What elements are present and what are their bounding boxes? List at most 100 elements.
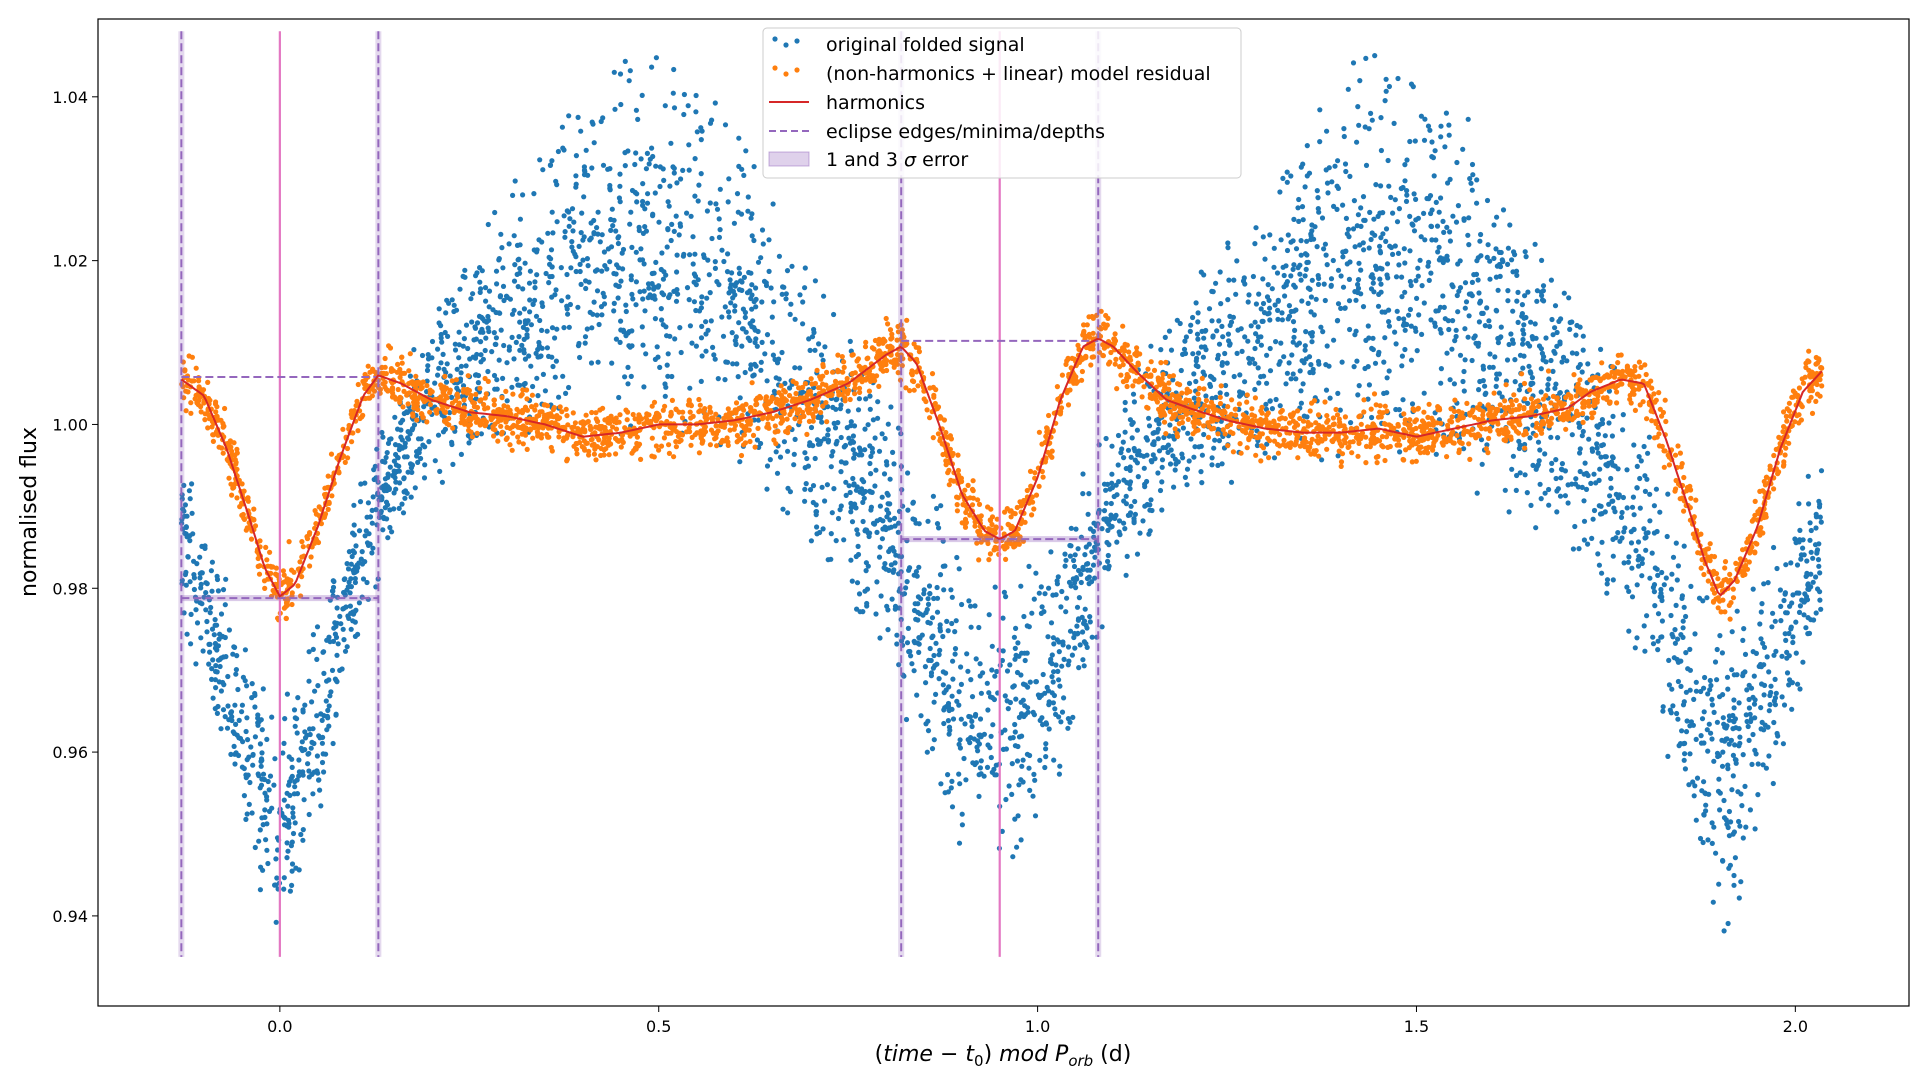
original-point	[867, 460, 873, 467]
original-point	[289, 861, 296, 867]
original-point	[1005, 706, 1011, 712]
original-point	[1674, 710, 1680, 717]
original-point	[1641, 443, 1647, 450]
original-point	[573, 153, 580, 159]
original-point	[1724, 736, 1730, 742]
original-point	[923, 609, 929, 616]
original-point	[1304, 143, 1310, 149]
original-point	[1310, 370, 1316, 376]
original-point	[284, 840, 290, 846]
original-point	[1043, 746, 1049, 752]
original-point	[1070, 714, 1076, 721]
original-point	[1681, 604, 1687, 610]
original-point	[474, 270, 480, 276]
original-point	[1379, 309, 1385, 315]
original-point	[1147, 502, 1153, 508]
original-point	[1069, 652, 1075, 658]
original-point	[1708, 730, 1714, 736]
original-point	[972, 713, 979, 719]
original-point	[1198, 443, 1204, 449]
original-point	[1067, 553, 1073, 559]
original-point	[1654, 528, 1660, 535]
original-point	[1130, 420, 1136, 426]
original-point	[850, 433, 857, 439]
original-point	[717, 227, 723, 233]
original-point	[1031, 712, 1037, 718]
original-point	[1190, 314, 1196, 321]
original-point	[186, 488, 192, 494]
original-point	[233, 721, 239, 728]
original-point	[300, 827, 306, 833]
original-point	[1581, 537, 1587, 543]
original-point	[546, 353, 552, 359]
original-point	[759, 299, 765, 305]
residual-point	[1145, 405, 1151, 411]
original-point	[929, 746, 936, 752]
original-point	[936, 525, 942, 531]
original-point	[257, 887, 263, 893]
original-point	[695, 198, 701, 204]
original-point	[1402, 260, 1408, 266]
original-point	[745, 208, 751, 214]
original-point	[1784, 670, 1791, 676]
original-point	[1192, 444, 1198, 450]
original-point	[315, 683, 321, 689]
original-point	[1400, 184, 1406, 191]
original-point	[548, 247, 555, 253]
original-point	[684, 210, 690, 216]
original-point	[620, 266, 626, 272]
original-point	[1220, 370, 1227, 376]
original-point	[1509, 337, 1516, 343]
residual-point	[477, 385, 483, 391]
original-point	[930, 493, 937, 499]
original-point	[1340, 254, 1346, 260]
original-point	[807, 487, 814, 493]
original-point	[1693, 817, 1699, 823]
original-point	[652, 190, 658, 196]
original-point	[214, 573, 220, 579]
original-point	[1655, 647, 1661, 653]
original-point	[1679, 595, 1685, 602]
original-point	[314, 624, 321, 630]
original-point	[517, 310, 523, 316]
residual-point	[407, 351, 413, 357]
original-point	[1709, 736, 1715, 742]
original-point	[1795, 681, 1801, 687]
original-point	[1711, 824, 1717, 830]
original-point	[1729, 667, 1735, 673]
original-point	[716, 234, 723, 240]
original-point	[1379, 266, 1385, 272]
original-point	[1647, 575, 1653, 581]
original-point	[1378, 115, 1384, 121]
original-point	[1517, 470, 1523, 476]
original-point	[1770, 780, 1776, 787]
original-point	[300, 837, 306, 843]
residual-point	[264, 557, 270, 563]
original-point	[1455, 203, 1461, 209]
original-point	[1313, 296, 1319, 302]
original-point	[1056, 677, 1062, 683]
original-point	[347, 603, 353, 609]
original-point	[890, 449, 896, 455]
original-point	[949, 706, 955, 712]
original-point	[1369, 272, 1375, 278]
original-point	[949, 778, 955, 785]
original-point	[1239, 348, 1245, 354]
original-point	[1437, 304, 1443, 310]
original-point	[819, 484, 825, 490]
original-point	[1071, 634, 1077, 641]
original-point	[452, 341, 458, 347]
original-point	[208, 604, 214, 611]
original-point	[591, 299, 597, 305]
original-point	[300, 709, 306, 715]
original-point	[1731, 697, 1737, 703]
original-point	[1783, 562, 1789, 568]
original-point	[1297, 368, 1303, 374]
original-point	[698, 335, 705, 341]
original-point	[485, 221, 491, 228]
original-point	[1288, 308, 1294, 315]
original-point	[465, 345, 471, 352]
original-point	[925, 728, 932, 734]
original-point	[546, 280, 552, 286]
original-point	[1414, 348, 1420, 354]
